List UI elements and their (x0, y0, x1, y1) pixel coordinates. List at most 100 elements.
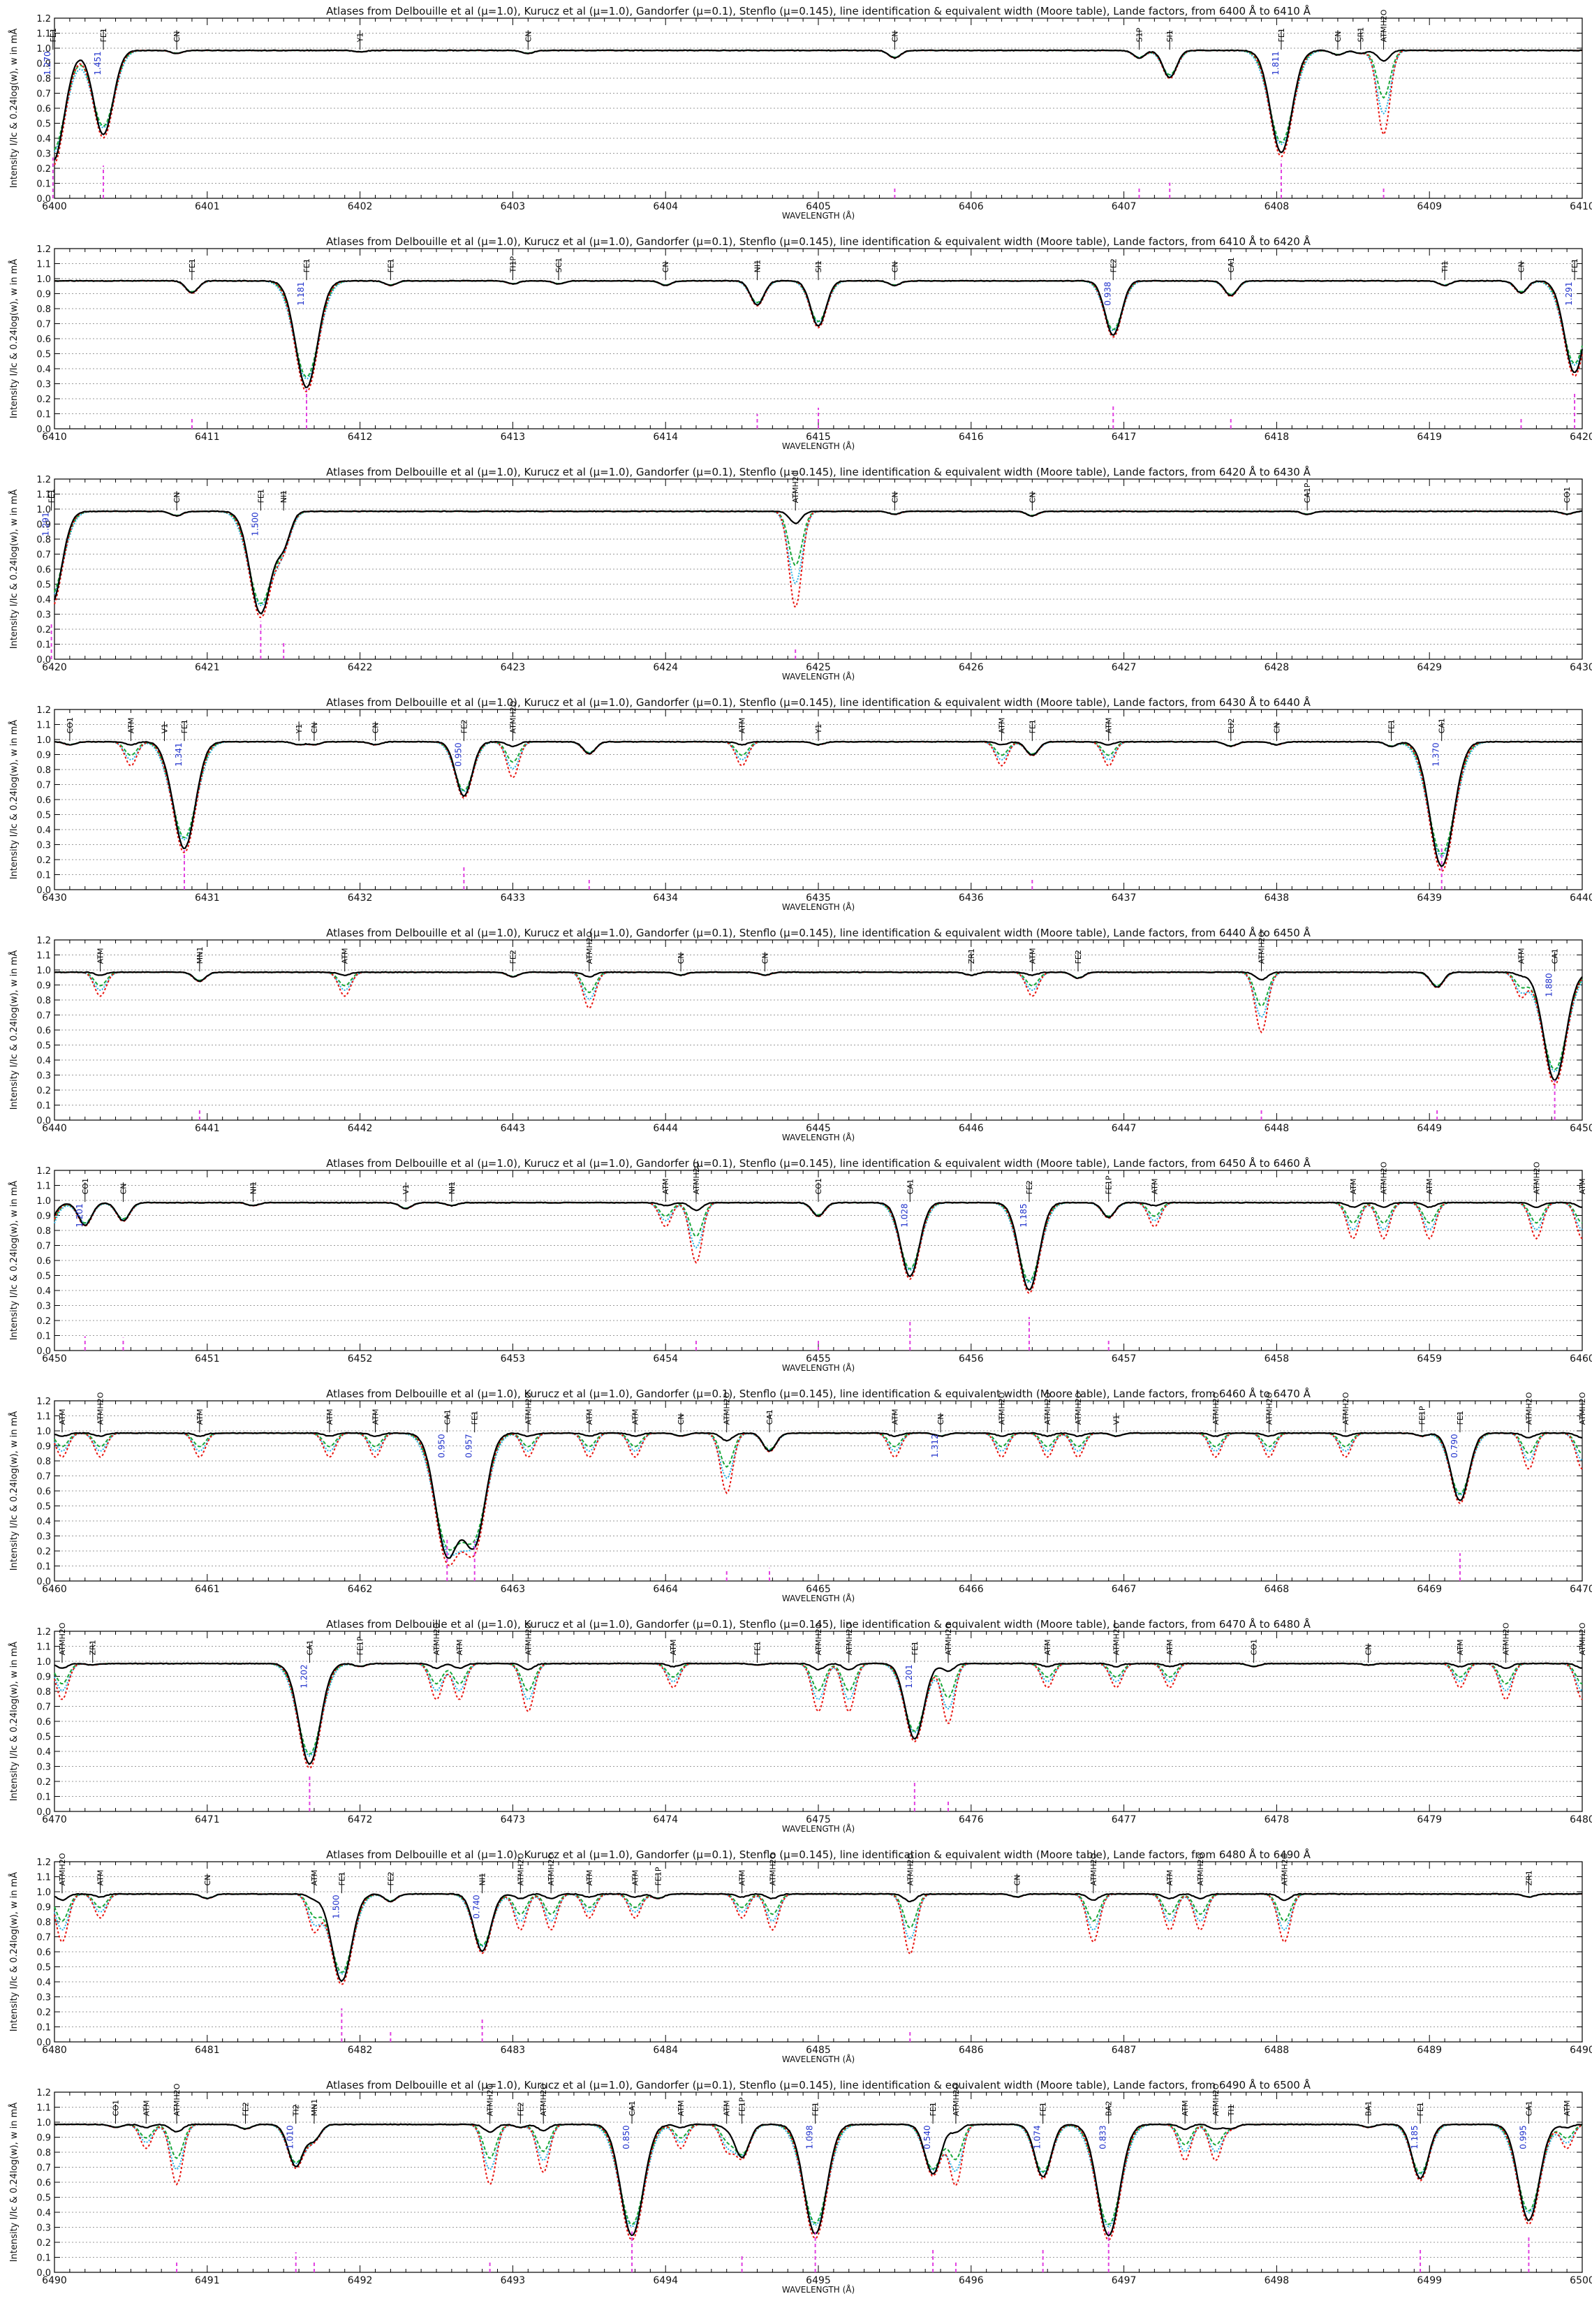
x-tick-label: 6473 (501, 1814, 526, 1825)
equivalent-width-label: 0.957 (464, 1434, 474, 1457)
x-axis-label: WAVELENGTH (Å) (782, 1823, 855, 1834)
y-tick-label: 0.9 (36, 59, 51, 70)
line-id-label: CA1 (1551, 948, 1560, 964)
x-tick-label: 6452 (348, 1353, 373, 1365)
y-tick-label: 0.7 (36, 1933, 51, 1943)
x-tick-label: 6403 (501, 201, 526, 212)
line-id-label: ATMH2O (952, 2083, 961, 2116)
line-id-label: FE2 (1074, 950, 1083, 964)
line-id-label: FE1 (49, 28, 58, 42)
panel-title: Atlases from Delbouille et al (μ=1.0), K… (326, 1387, 1311, 1400)
y-tick-label: 0.4 (36, 1747, 51, 1758)
x-tick-label: 6464 (653, 1584, 678, 1595)
x-tick-label: 6486 (959, 2045, 984, 2056)
line-id-label: Y1 (356, 33, 365, 43)
x-tick-label: 6460 (42, 1584, 67, 1595)
spectrum-stenflo (54, 1432, 1583, 1557)
line-id-label: FE1 (471, 1411, 480, 1425)
line-id-label: CA1 (443, 1409, 452, 1425)
line-id-label: ATMH2O (1258, 931, 1267, 964)
line-id-label: CA1 (1438, 718, 1447, 733)
equivalent-width-label: 1.370 (1431, 742, 1441, 766)
y-tick-label: 0.0 (36, 1346, 51, 1357)
line-id-label: TI1 (1227, 2104, 1236, 2117)
x-tick-label: 6439 (1417, 892, 1442, 904)
x-tick-label: 6410 (1570, 201, 1592, 212)
line-id-label: CN (1517, 261, 1526, 272)
x-tick-label: 6484 (653, 2045, 678, 2056)
line-id-label: CN (661, 261, 670, 272)
y-tick-label: 0.0 (36, 1577, 51, 1587)
line-id-label: ATMH2O (516, 1853, 525, 1885)
line-id-label: ATMH2O (524, 1622, 533, 1655)
spectrum-stenflo (54, 741, 1582, 858)
panel-4: Atlases from Delbouille et al (μ=1.0), K… (8, 696, 1592, 912)
y-tick-label: 0.0 (36, 194, 51, 205)
line-id-label: ATMH2O (768, 1853, 777, 1885)
y-tick-label: 1.2 (36, 1397, 51, 1407)
line-id-label: CN (203, 1874, 212, 1885)
y-tick-label: 0.1 (36, 871, 51, 881)
line-id-label: ATMH2O (1112, 1622, 1121, 1655)
plot-frame (54, 939, 1583, 1121)
x-tick-label: 6415 (806, 432, 831, 443)
y-tick-label: 0.6 (36, 1717, 51, 1728)
line-id-label: ATMH2O (432, 1622, 441, 1655)
line-id-label: ATM (723, 2101, 732, 2117)
panel-6: Atlases from Delbouille et al (μ=1.0), K… (8, 1156, 1592, 1373)
y-tick-label: 1.2 (36, 936, 51, 946)
spectrum-kurucz (54, 510, 1583, 619)
line-id-label: FE1 (929, 2102, 938, 2116)
line-id-label: ATMH2O (1280, 1853, 1289, 1885)
x-tick-label: 6448 (1265, 1123, 1290, 1134)
spectrum-gandorfer (54, 280, 1583, 378)
line-id-label: CN (172, 492, 182, 503)
panel-7: Atlases from Delbouille et al (μ=1.0), K… (8, 1387, 1592, 1603)
line-id-label: SR1 (1357, 27, 1366, 43)
line-id-label: ATMH2O (585, 931, 594, 964)
line-id-label: ATM (310, 1870, 319, 1886)
line-id-label: Y1 (295, 724, 304, 735)
equivalent-width-label: 0.938 (1103, 281, 1112, 305)
y-tick-label: 1.1 (36, 260, 51, 270)
x-tick-label: 6426 (959, 662, 984, 673)
line-id-label: ATM (998, 718, 1007, 734)
x-tick-label: 6400 (42, 201, 67, 212)
equivalent-width-label: 0.950 (436, 1434, 446, 1457)
x-tick-label: 6433 (501, 892, 526, 904)
y-tick-label: 0.8 (36, 2148, 51, 2158)
y-tick-label: 0.5 (36, 119, 51, 130)
line-id-label: FE1 (1456, 1411, 1465, 1425)
spectrum-stenflo (54, 2124, 1583, 2228)
line-id-label: FE1P (1417, 1406, 1427, 1425)
line-id-label: ATMH2O (1211, 2083, 1221, 2116)
x-tick-label: 6462 (348, 1584, 373, 1595)
line-id-label: ATMH2O (58, 1853, 67, 1885)
y-tick-label: 1.2 (36, 244, 51, 255)
y-tick-label: 1.1 (36, 951, 51, 962)
line-id-label: TI1 (1440, 260, 1450, 273)
x-tick-label: 6419 (1417, 432, 1442, 443)
line-id-label: CO1 (81, 1178, 90, 1194)
y-tick-label: 0.5 (36, 1272, 51, 1282)
x-tick-label: 6466 (959, 1584, 984, 1595)
line-id-label: CN (890, 492, 899, 503)
line-id-label: ATMH2O (1089, 1853, 1098, 1885)
line-id-label: S1P (1135, 27, 1144, 42)
x-tick-label: 6443 (501, 1123, 526, 1134)
spectrum-stenflo (54, 510, 1583, 607)
x-tick-label: 6463 (501, 1584, 526, 1595)
line-id-label: CN (1012, 1874, 1022, 1885)
y-tick-label: 0.3 (36, 1071, 51, 1082)
y-axis-label: Intensity I/Ic & 0.24log(w), w in mÅ (8, 1642, 20, 1802)
y-tick-label: 1.2 (36, 705, 51, 716)
y-tick-label: 0.7 (36, 2163, 51, 2174)
line-id-label: ZR1 (89, 1640, 98, 1655)
line-id-label: CN (760, 953, 769, 964)
x-tick-label: 6461 (195, 1584, 220, 1595)
y-tick-label: 0.3 (36, 149, 51, 160)
x-tick-label: 6423 (501, 662, 526, 673)
y-tick-label: 1.2 (36, 1627, 51, 1638)
y-tick-label: 0.6 (36, 1256, 51, 1267)
